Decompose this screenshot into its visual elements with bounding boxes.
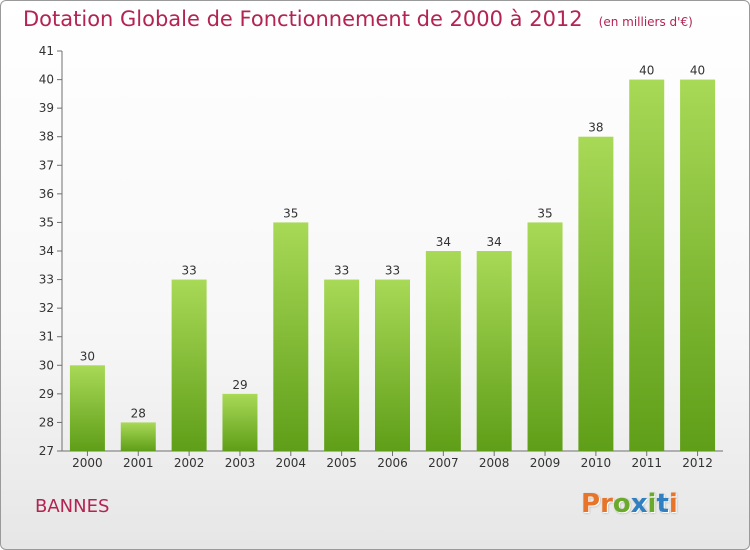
data-label: 33 — [334, 264, 349, 278]
y-tick-label: 27 — [39, 444, 54, 458]
bar — [273, 222, 309, 451]
y-tick-label: 32 — [39, 301, 54, 315]
proxiti-logo[interactable]: Proxiti — [581, 489, 678, 519]
data-label: 28 — [131, 406, 146, 420]
bar — [680, 79, 716, 452]
bar — [69, 365, 105, 451]
data-label: 33 — [181, 264, 196, 278]
data-label: 35 — [283, 206, 298, 220]
logo-letter: o — [612, 489, 631, 519]
y-tick-label: 30 — [39, 358, 54, 372]
bars — [69, 79, 716, 452]
y-tick-label: 34 — [39, 244, 54, 258]
bar — [324, 279, 360, 451]
y-tick-label: 28 — [39, 415, 54, 429]
x-tick-label: 2005 — [326, 456, 357, 470]
x-tick-label: 2002 — [174, 456, 205, 470]
data-label: 40 — [690, 64, 705, 78]
x-tick-label: 2001 — [123, 456, 154, 470]
bar — [222, 393, 258, 451]
data-label: 40 — [639, 64, 654, 78]
bar — [527, 222, 563, 451]
x-tick-label: 2010 — [581, 456, 612, 470]
y-tick-label: 31 — [39, 330, 54, 344]
data-label: 34 — [436, 235, 451, 249]
x-tick-label: 2011 — [631, 456, 662, 470]
x-tick-label: 2012 — [682, 456, 713, 470]
bar — [629, 79, 665, 452]
logo-letter: i — [668, 489, 678, 519]
data-label: 33 — [385, 264, 400, 278]
x-tick-label: 2007 — [428, 456, 459, 470]
logo-letter: P — [581, 489, 601, 519]
bar — [476, 251, 512, 451]
y-tick-label: 36 — [39, 187, 54, 201]
y-tick-label: 29 — [39, 387, 54, 401]
bar — [171, 279, 207, 451]
y-tick-label: 38 — [39, 130, 54, 144]
data-label: 38 — [588, 121, 603, 135]
y-tick-label: 35 — [39, 215, 54, 229]
y-axis: 27 28 29 30 31 32 33 34 35 36 37 38 39 40 41 — [39, 44, 63, 458]
data-label: 30 — [80, 349, 95, 363]
data-label: 34 — [487, 235, 502, 249]
x-tick-label: 2006 — [377, 456, 408, 470]
place-name: BANNES — [35, 496, 110, 517]
bar — [578, 136, 614, 451]
x-tick-label: 2009 — [530, 456, 561, 470]
chart-title: Dotation Globale de Fonctionnement de 20… — [23, 7, 583, 31]
data-label: 35 — [537, 206, 552, 220]
x-tick-label: 2008 — [479, 456, 510, 470]
y-tick-label: 33 — [39, 273, 54, 287]
logo-letter: t — [656, 489, 669, 519]
y-tick-label: 41 — [39, 44, 54, 58]
bar — [120, 422, 156, 451]
data-label: 29 — [232, 378, 247, 392]
logo-letter: r — [600, 489, 613, 519]
logo-letter: i — [647, 489, 657, 519]
x-axis: 2000 2001 2002 2003 2004 2005 2006 2007 2008 2009… — [62, 450, 723, 470]
chart-unit: (en milliers d'€) — [598, 15, 693, 29]
data-labels: 30 28 33 29 35 33 33 34 34 35 38 40 40 — [80, 64, 705, 421]
title-row: Dotation Globale de Fonctionnement de 20… — [23, 7, 693, 31]
logo-letter: x — [630, 489, 648, 519]
y-tick-label: 39 — [39, 101, 54, 115]
bar — [375, 279, 410, 451]
x-tick-label: 2000 — [72, 456, 103, 470]
y-tick-label: 37 — [39, 158, 54, 172]
x-tick-label: 2003 — [225, 456, 256, 470]
bar — [425, 251, 461, 451]
x-tick-label: 2004 — [276, 456, 307, 470]
y-tick-label: 40 — [39, 73, 54, 87]
